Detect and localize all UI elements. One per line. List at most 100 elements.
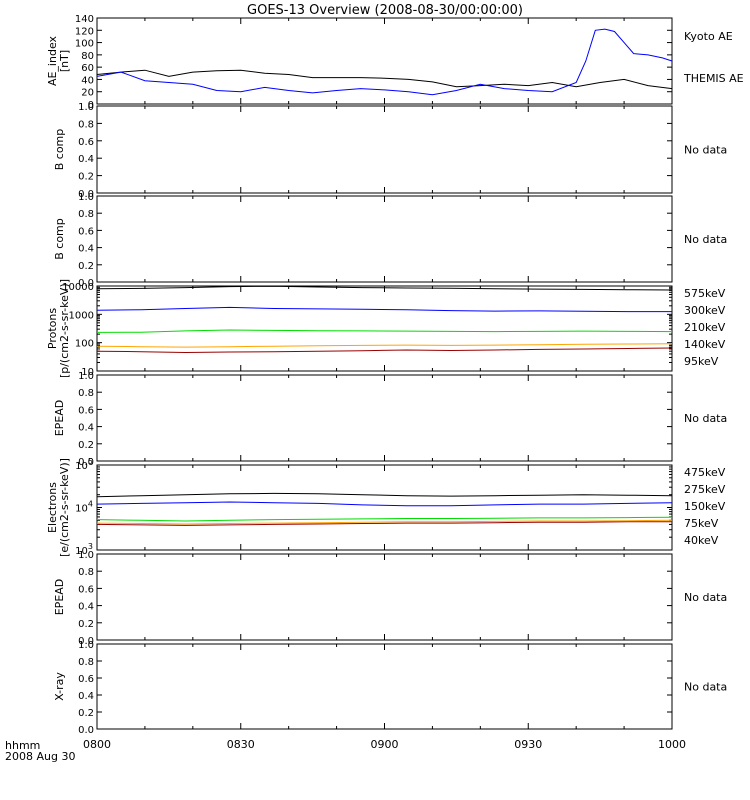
y-axis-label: B comp [53,218,66,260]
series-line [96,69,673,90]
y-tick-label: 20 [81,88,94,99]
panel-frame [96,285,673,372]
y-tick-label: 0.2 [78,261,94,272]
y-tick-label: 0.6 [78,674,94,685]
y-tick-label: 103 [75,542,93,557]
y-tick-label: 40 [81,75,94,86]
y-tick-label: 1.0 [78,371,94,382]
y-tick-label: 0.8 [78,388,94,399]
y-axis-unit: [nT] [58,50,71,72]
legend-entry: 210keV [684,321,726,334]
y-axis-label: X-ray [53,672,66,701]
series-line [96,329,673,333]
panel-frame [96,643,673,730]
panel-frame [96,553,673,641]
y-tick-label: 0.8 [78,657,94,668]
y-tick-label: 0.8 [78,119,94,130]
series-line [96,285,673,291]
x-tick-label: 0900 [371,738,399,751]
x-tick-label: 0930 [514,738,542,751]
y-axis-label: EPEAD [53,579,66,616]
legend-entry: 475keV [684,466,726,479]
y-tick-label: 0.0 [78,189,94,200]
y-tick-label: 0.0 [78,278,94,289]
y-tick-label: 1.0 [78,192,94,203]
no-data-label: No data [684,412,727,425]
y-tick-label: 0.6 [78,584,94,595]
no-data-label: No data [684,144,727,157]
legend-entry: 40keV [684,534,719,547]
panel-frame [96,374,673,462]
y-tick-label: 1.0 [78,102,94,113]
y-tick-label: 0.2 [78,440,94,451]
y-axis-label: Electrons [46,482,59,533]
legend-entry: 275keV [684,483,726,496]
y-tick-label: 120 [75,26,94,37]
y-axis-label: Protons [46,308,59,349]
y-tick-label: 10000 [62,282,94,293]
y-tick-label: 60 [81,63,94,74]
y-tick-label: 0.0 [78,725,94,736]
legend-entry: Kyoto AE [684,30,733,43]
y-tick-label: 0.2 [78,708,94,719]
series-line [96,501,673,507]
y-axis-unit: [p/(cm2-s-sr-keV)] [58,279,71,378]
y-tick-label: 0.8 [78,209,94,220]
y-axis-unit: [e/(cm2-s-sr-keV)] [58,458,71,557]
y-tick-label: 0.6 [78,226,94,237]
y-tick-label: 1.0 [78,550,94,561]
y-tick-label: 80 [81,51,94,62]
date-label: 2008 Aug 30 [5,750,75,763]
y-tick-label: 0 [88,100,94,111]
series-line [96,492,673,498]
y-tick-label: 140 [75,14,94,25]
y-tick-label: 0.4 [78,691,94,702]
panel-frame [96,464,673,551]
y-tick-label: 0.4 [78,244,94,255]
legend-entry: 140keV [684,338,726,351]
series-line [96,516,673,522]
panel-frame [96,105,673,194]
y-tick-label: 0.4 [78,423,94,434]
legend-entry: THEMIS AE [683,72,744,85]
y-tick-label: 105 [75,457,93,472]
y-axis-label: AE_index [46,35,59,86]
panel-2: 0.0 0.2 0.4 0.6 0.8 1.0 B comp No data [53,102,727,200]
series-line [96,519,673,525]
legend-entry: 575keV [684,287,726,300]
y-axis-label: EPEAD [53,400,66,437]
x-tick-label: 0800 [83,738,111,751]
y-tick-label: 0.0 [78,636,94,647]
legend-entry: 300keV [684,304,726,317]
y-tick-label: 0.6 [78,137,94,148]
y-tick-label: 0.4 [78,154,94,165]
series-line [96,347,673,354]
y-tick-label: 0.2 [78,172,94,183]
legend-entry: 75keV [684,517,719,530]
y-tick-label: 1000 [69,310,94,321]
y-tick-label: 0.2 [78,619,94,630]
panel-8: 0.0 0.2 0.4 0.6 0.8 1.0 X-ray No data [53,640,727,736]
no-data-label: No data [684,681,727,694]
figure-title: GOES-13 Overview (2008-08-30/00:00:00) [247,3,523,18]
panel-3: 0.0 0.2 0.4 0.6 0.8 1.0 B comp No data [53,192,727,289]
y-tick-label: 0.4 [78,602,94,613]
legend-entry: 150keV [684,500,726,513]
no-data-label: No data [684,233,727,246]
series-line [96,521,672,526]
panel-5: 0.0 0.2 0.4 0.6 0.8 1.0 EPEAD No data [53,371,727,468]
series-line [96,343,673,348]
y-tick-label: 0.0 [78,457,94,468]
y-tick-label: 104 [75,500,93,515]
panel-4: 10 100 1000 10000 Protons [p/(cm2-s-sr-keV)] 5… [46,279,726,378]
x-tick-label: 0830 [227,738,255,751]
panel-6: 103 104 105 Electrons [e/(cm2-s-sr-keV)] 475k… [46,457,726,557]
y-tick-label: 0.8 [78,567,94,578]
y-axis-label: B comp [53,129,66,171]
time-format-label: hhmm [5,739,40,752]
panel-frame [96,195,673,283]
y-tick-label: 0.6 [78,405,94,416]
